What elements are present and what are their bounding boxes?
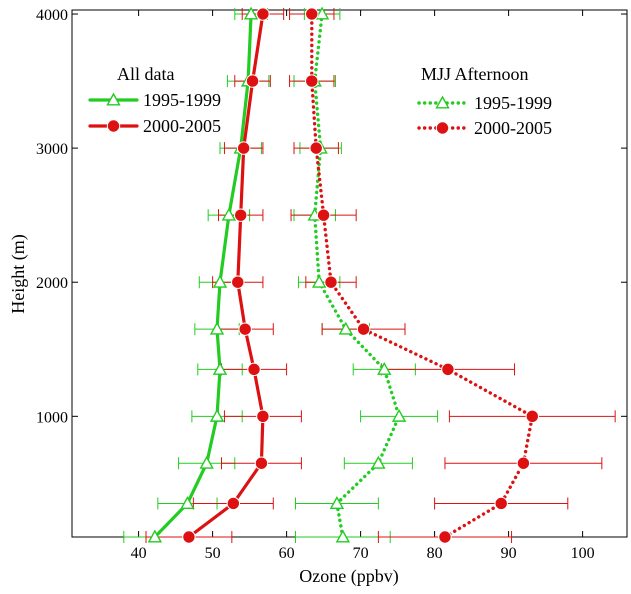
all_1995_1999-marker [209, 408, 225, 422]
mjj_2000_2005-marker [494, 496, 508, 511]
mjj_2000_2005-marker [305, 7, 319, 21]
x-axis-label: Ozone (ppbv) [299, 566, 398, 587]
legend-entry-label: 2000-2005 [143, 116, 221, 136]
x-tick-label: 80 [427, 545, 443, 562]
axis-ticks: 40 50 60 70 80 90 100 1000 2000 3000 4000 [36, 7, 627, 562]
mjj_1995_1999-marker [371, 455, 386, 469]
mjj_1995_1999-marker [377, 361, 392, 375]
all_2000_2005-marker [256, 409, 270, 424]
all_1995_1999-marker [243, 6, 259, 20]
mjj_1995_1999-line [313, 12, 401, 539]
all_2000_2005-marker [245, 74, 260, 88]
all_2000_2005-marker [182, 530, 196, 544]
y-tick-label: 1000 [36, 409, 68, 426]
y-axis-label: Height (m) [8, 234, 29, 313]
x-tick-label: 60 [279, 545, 295, 562]
all_1995_1999-marker [212, 274, 228, 288]
all_2000_2005-marker [226, 496, 241, 511]
mjj_1995_1999-marker [314, 6, 330, 20]
series-markers [147, 6, 539, 544]
legend-swatch-marker [106, 119, 121, 133]
all_2000_2005-marker [231, 275, 245, 289]
mjj_2000_2005-marker [309, 141, 323, 155]
mjj_1995_1999-marker [329, 496, 345, 509]
mjj_2000_2005-marker [324, 275, 338, 289]
all_1995_1999-marker [199, 455, 214, 469]
all_2000_2005-marker [254, 456, 269, 470]
error-bars [123, 8, 616, 543]
mjj_1995_1999-marker [338, 321, 353, 335]
all_2000_2005-marker [236, 141, 251, 155]
all_1995_1999-marker [147, 529, 163, 543]
x-tick-label: 40 [131, 545, 147, 562]
x-tick-label: 90 [501, 545, 517, 562]
mjj_2000_2005-marker [305, 74, 319, 88]
mjj_2000_2005-line [310, 12, 534, 539]
x-tick-label: 70 [353, 545, 369, 562]
legend-entry-label: 1995-1999 [143, 90, 221, 110]
mjj_1995_1999-marker [391, 408, 407, 422]
all_1995_1999-marker [209, 321, 225, 335]
y-tick-label: 4000 [36, 7, 68, 24]
legend-swatch-marker [106, 92, 121, 106]
all_1995_1999-marker [180, 496, 195, 509]
y-tick-label: 2000 [36, 275, 68, 292]
all_2000_2005-marker [256, 7, 270, 21]
x-tick-label: 100 [571, 545, 595, 562]
legend-swatch-marker [435, 95, 450, 109]
all_2000_2005-marker [238, 322, 252, 336]
y-tick-label: 3000 [36, 141, 68, 158]
all_1995_1999-marker [212, 361, 228, 375]
legend: All data 1995-1999 2000-2005 MJJ Afternoon 1… [88, 64, 552, 138]
mjj_2000_2005-marker [516, 456, 531, 470]
all_2000_2005-marker [247, 362, 261, 377]
mjj_2000_2005-marker [525, 409, 539, 424]
mjj_2000_2005-marker [438, 530, 452, 544]
all_1995_1999-marker [221, 207, 237, 221]
mjj_2000_2005-marker [316, 208, 331, 222]
all_2000_2005-marker [234, 208, 248, 222]
x-tick-label: 50 [205, 545, 221, 562]
legend-entry-label: 1995-1999 [474, 93, 552, 113]
legend-heading: MJJ Afternoon [421, 64, 529, 84]
legend-swatch-marker [435, 121, 450, 135]
legend-heading: All data [117, 64, 174, 84]
mjj_1995_1999-marker [335, 529, 351, 543]
legend-entry-label: 2000-2005 [474, 118, 552, 138]
mjj_2000_2005-marker [441, 362, 455, 377]
mjj_2000_2005-marker [356, 322, 371, 336]
mjj_1995_1999-marker [311, 274, 327, 288]
